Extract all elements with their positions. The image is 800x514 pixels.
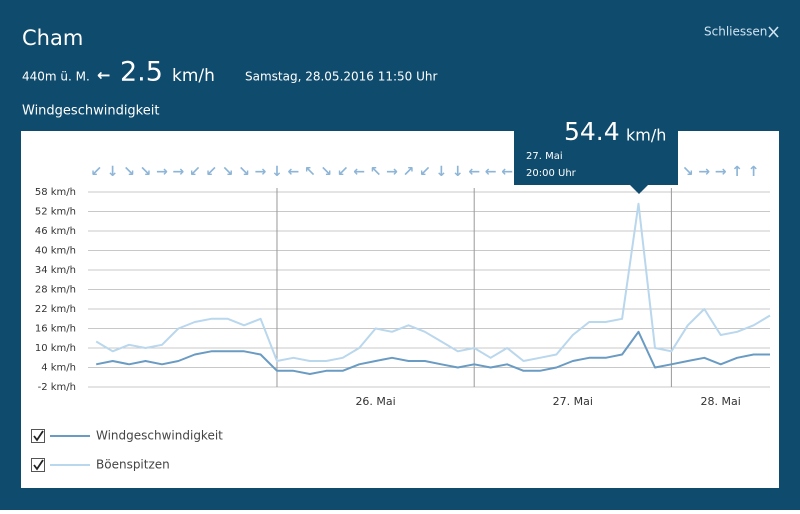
wind-direction: ↙ bbox=[189, 164, 201, 180]
y-tick-label: 40 km/h bbox=[35, 246, 76, 257]
wind-direction: ↙ bbox=[205, 164, 217, 180]
plot: -2 km/h 4 km/h 10 km/h 16 km/h 22 km/h 28 km/… bbox=[35, 164, 771, 408]
wind-direction: ↙ bbox=[90, 164, 102, 180]
tooltip-value: 54.4 bbox=[564, 117, 620, 146]
section-title: Windgeschwindigkeit bbox=[22, 104, 159, 119]
tooltip-unit: km/h bbox=[626, 126, 666, 145]
wind-direction: ↗ bbox=[403, 164, 415, 180]
wind-direction: ↙ bbox=[419, 164, 431, 180]
series-line bbox=[96, 330, 770, 375]
legend-label: Böenspitzen bbox=[96, 458, 170, 472]
y-tick-label: 28 km/h bbox=[35, 285, 76, 296]
wind-direction: ↘ bbox=[222, 164, 234, 180]
wind-direction: → bbox=[173, 164, 185, 180]
x-tick-label: 28. Mai bbox=[701, 395, 741, 408]
close-icon[interactable] bbox=[768, 26, 779, 38]
y-tick-label: 46 km/h bbox=[35, 226, 76, 237]
y-tick-label: 34 km/h bbox=[35, 265, 76, 276]
y-tick-label: 4 km/h bbox=[41, 363, 76, 374]
y-tick-label: 10 km/h bbox=[35, 343, 76, 354]
legend-checkbox[interactable] bbox=[31, 458, 45, 472]
series-line bbox=[95, 202, 771, 362]
wind-direction: ↓ bbox=[435, 164, 447, 180]
wind-direction: ↑ bbox=[748, 164, 760, 180]
wind-direction: ↓ bbox=[271, 164, 283, 180]
wind-direction: ← bbox=[485, 164, 497, 180]
tooltip-time: 20:00 Uhr bbox=[526, 168, 577, 179]
wind-direction: → bbox=[715, 164, 727, 180]
wind-direction: ↑ bbox=[731, 164, 743, 180]
tooltip-box bbox=[514, 117, 678, 185]
wind-direction: ↘ bbox=[140, 164, 152, 180]
wind-direction: → bbox=[255, 164, 267, 180]
check-mark bbox=[33, 430, 44, 442]
wind-direction: → bbox=[156, 164, 168, 180]
legend-checkbox[interactable] bbox=[31, 429, 45, 443]
close-label[interactable]: Schliessen bbox=[704, 25, 767, 39]
wind-direction: ← bbox=[468, 164, 480, 180]
wind-direction: ↓ bbox=[452, 164, 464, 180]
x-tick-label: 26. Mai bbox=[355, 395, 395, 408]
y-tick-label: 16 km/h bbox=[35, 324, 76, 335]
wind-direction: ↘ bbox=[320, 164, 332, 180]
wind-direction: ← bbox=[353, 164, 365, 180]
wind-direction: ← bbox=[501, 164, 513, 180]
y-tick-label: 52 km/h bbox=[35, 207, 76, 218]
legend: Windgeschwindigkeit Böenspitzen bbox=[31, 429, 223, 472]
tooltip-date: 27. Mai bbox=[526, 151, 563, 162]
wind-direction: ← bbox=[288, 164, 300, 180]
station-title: Cham bbox=[22, 26, 83, 50]
wind-direction: ↖ bbox=[370, 164, 382, 180]
wind-direction: ↙ bbox=[337, 164, 349, 180]
wind-direction: → bbox=[698, 164, 710, 180]
wind-direction: ↘ bbox=[682, 164, 694, 180]
wind-direction: ↖ bbox=[304, 164, 316, 180]
check-mark bbox=[33, 459, 44, 471]
tooltip-pointer bbox=[630, 185, 648, 194]
direction-icon: ← bbox=[97, 66, 110, 85]
y-tick-label: 58 km/h bbox=[35, 187, 76, 198]
timestamp: Samstag, 28.05.2016 11:50 Uhr bbox=[245, 70, 438, 84]
speed-unit: km/h bbox=[172, 66, 215, 86]
y-tick-label: -2 km/h bbox=[38, 382, 76, 393]
x-tick-label: 27. Mai bbox=[553, 395, 593, 408]
legend-label: Windgeschwindigkeit bbox=[96, 429, 223, 443]
wind-direction: → bbox=[386, 164, 398, 180]
close-button[interactable]: Schliessen bbox=[704, 25, 779, 39]
wind-direction: ↓ bbox=[107, 164, 119, 180]
wind-direction: ↘ bbox=[123, 164, 135, 180]
wind-direction: ↘ bbox=[238, 164, 250, 180]
elevation: 440m ü. M. bbox=[22, 70, 90, 84]
y-tick-label: 22 km/h bbox=[35, 304, 76, 315]
current-speed: 2.5 bbox=[120, 57, 163, 88]
tooltip: 54.4 km/h 27. Mai 20:00 Uhr bbox=[514, 117, 678, 194]
